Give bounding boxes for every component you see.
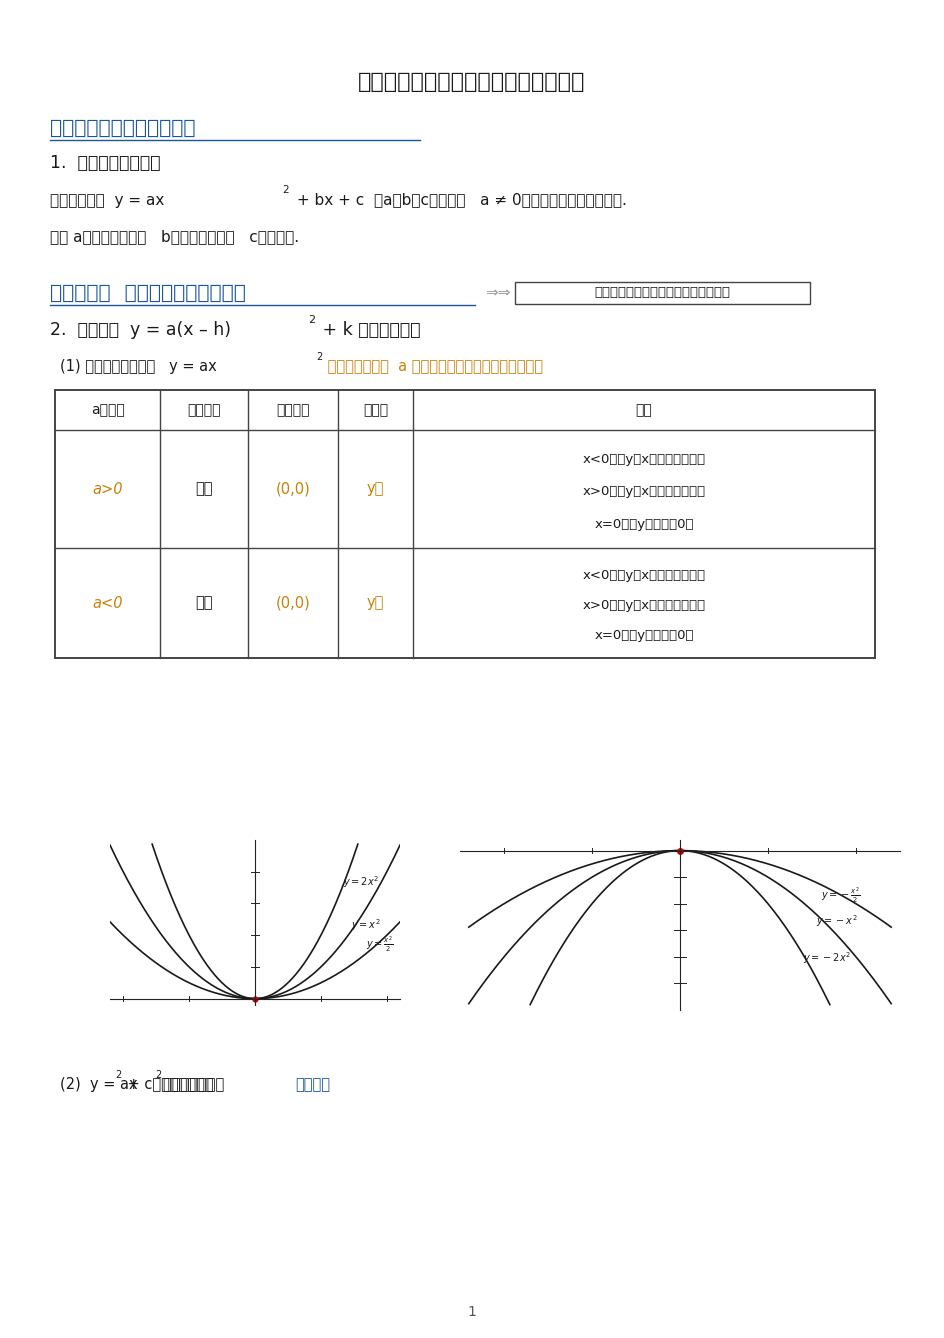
Text: + c的图象与性质：: + c的图象与性质： (123, 1077, 223, 1093)
Text: 的图象与性质：: 的图象与性质： (162, 1077, 233, 1093)
Text: (0,0): (0,0) (276, 482, 310, 496)
Text: ⇒⇒: ⇒⇒ (484, 285, 510, 301)
Text: a<0: a<0 (93, 595, 123, 610)
Text: $y=\frac{x^2}{2}$: $y=\frac{x^2}{2}$ (365, 934, 393, 954)
Text: 对称轴: 对称轴 (362, 403, 388, 417)
Text: $y=x^2$: $y=x^2$ (350, 918, 380, 933)
Text: 2: 2 (115, 1070, 121, 1080)
Text: $y=-\frac{x^2}{2}$: $y=-\frac{x^2}{2}$ (820, 886, 859, 904)
Bar (514, 282, 809, 304)
Text: (0,0): (0,0) (276, 595, 310, 610)
Text: 2: 2 (308, 314, 314, 325)
Text: $y=2x^2$: $y=2x^2$ (343, 874, 379, 890)
Text: 上加下减: 上加下减 (295, 1077, 329, 1093)
Text: y轴: y轴 (366, 482, 384, 496)
Text: 1: 1 (467, 1305, 476, 1319)
Text: 性质: 性质 (635, 403, 651, 417)
Text: 2.  二次函数  y = a(x – h): 2. 二次函数 y = a(x – h) (50, 321, 230, 339)
Text: 的图象与性质：  a 的绝对值越大，抛物线的开口越小: 的图象与性质： a 的绝对值越大，抛物线的开口越小 (323, 360, 543, 375)
Text: a的符号: a的符号 (91, 403, 125, 417)
Text: x=0时，y有最大值0．: x=0时，y有最大值0． (594, 629, 693, 642)
Text: + k 的图象与性质: + k 的图象与性质 (316, 321, 420, 339)
Text: a>0: a>0 (93, 482, 123, 496)
Text: $y=-2x^2$: $y=-2x^2$ (802, 950, 851, 966)
Text: 向下: 向下 (195, 595, 212, 610)
Text: 2: 2 (155, 1070, 161, 1080)
Text: 顶点坐标: 顶点坐标 (276, 403, 310, 417)
Text: x<0时，y随x的增大而增大；: x<0时，y随x的增大而增大； (582, 570, 705, 582)
Text: 1.  二次函数的定义：: 1. 二次函数的定义： (50, 154, 160, 173)
Text: + bx + c  （a、b、c是常数，   a ≠ 0）的函数，叫做二次函数.: + bx + c （a、b、c是常数， a ≠ 0）的函数，叫做二次函数. (292, 193, 626, 207)
Text: 开口方向: 开口方向 (187, 403, 221, 417)
Text: (2)  y = ax: (2) y = ax (59, 1077, 138, 1093)
Text: 其中 a是二次项系数，   b是一次项系数，   c是常数项.: 其中 a是二次项系数， b是一次项系数， c是常数项. (50, 230, 299, 245)
Text: 知识点二：  二次函数的图象与性质: 知识点二： 二次函数的图象与性质 (50, 284, 245, 302)
Text: x>0时，y随x的增大而减小；: x>0时，y随x的增大而减小； (582, 599, 705, 613)
Text: 2: 2 (315, 352, 322, 363)
Text: x<0时，y随x的增大而减小；: x<0时，y随x的增大而减小； (582, 452, 705, 466)
Text: 新人教版九年级上二次函数知识点总结: 新人教版九年级上二次函数知识点总结 (358, 72, 585, 92)
Text: 抛物线的三要素：开口、对称轴、顶点: 抛物线的三要素：开口、对称轴、顶点 (594, 286, 730, 300)
Text: x>0时，y随x的增大而增大；: x>0时，y随x的增大而增大； (582, 486, 705, 499)
Text: 一般地，形如  y = ax: 一般地，形如 y = ax (50, 193, 164, 207)
Text: y轴: y轴 (366, 595, 384, 610)
Text: x=0时，y有最小值0．: x=0时，y有最小值0． (594, 518, 693, 531)
Text: 2: 2 (281, 185, 288, 195)
Text: 知识点一：二次函数的定义: 知识点一：二次函数的定义 (50, 119, 195, 138)
Text: 向上: 向上 (195, 482, 212, 496)
Text: $y=-x^2$: $y=-x^2$ (816, 913, 857, 929)
Text: (1) 二次函数基本形式   y = ax: (1) 二次函数基本形式 y = ax (59, 360, 216, 375)
Bar (55, 389, 874, 658)
